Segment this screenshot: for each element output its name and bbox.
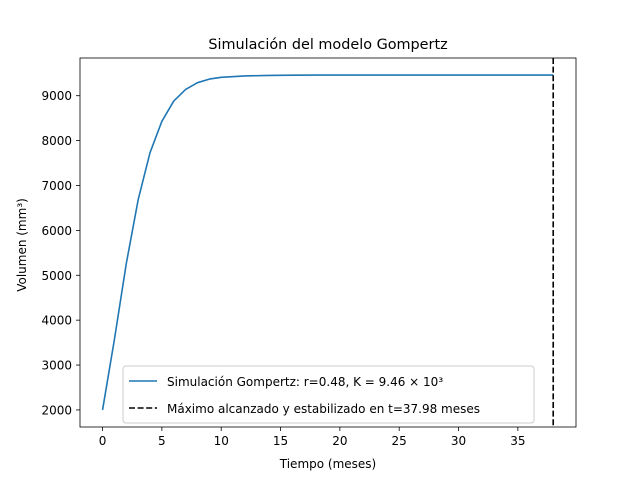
y-tick-label: 6000 bbox=[41, 224, 72, 238]
y-tick-label: 8000 bbox=[41, 134, 72, 148]
x-axis-label: Tiempo (meses) bbox=[279, 457, 376, 471]
y-axis-label: Volumen (mm³) bbox=[15, 198, 29, 292]
x-tick-label: 20 bbox=[332, 434, 347, 448]
axes-frame bbox=[79, 57, 577, 428]
x-tick-label: 25 bbox=[392, 434, 407, 448]
y-tick-label: 3000 bbox=[41, 359, 72, 373]
series-line-gompertz bbox=[101, 74, 554, 411]
x-tick-label: 10 bbox=[214, 434, 229, 448]
x-tick-label: 15 bbox=[273, 434, 288, 448]
y-tick-label: 9000 bbox=[41, 89, 72, 103]
x-tick-label: 5 bbox=[158, 434, 166, 448]
x-tick-label: 0 bbox=[99, 434, 107, 448]
y-tick-label: 2000 bbox=[41, 403, 72, 417]
legend-box bbox=[122, 365, 535, 424]
chart-title: Simulación del modelo Gompertz bbox=[208, 37, 447, 53]
legend-label-maximum: Máximo alcanzado y estabilizado en t=37.… bbox=[167, 402, 480, 416]
x-tick-label: 30 bbox=[451, 434, 466, 448]
y-tick-label: 4000 bbox=[41, 314, 72, 328]
axes: 0 5 10 15 20 25 30 35 2000 3000 4000 5000 6000 7000 80… bbox=[41, 57, 577, 448]
legend-label-gompertz: Simulación Gompertz: r=0.48, K = 9.46 × … bbox=[167, 375, 443, 389]
x-tick-label: 35 bbox=[510, 434, 525, 448]
y-tick-label: 7000 bbox=[41, 179, 72, 193]
y-tick-label: 5000 bbox=[41, 269, 72, 283]
